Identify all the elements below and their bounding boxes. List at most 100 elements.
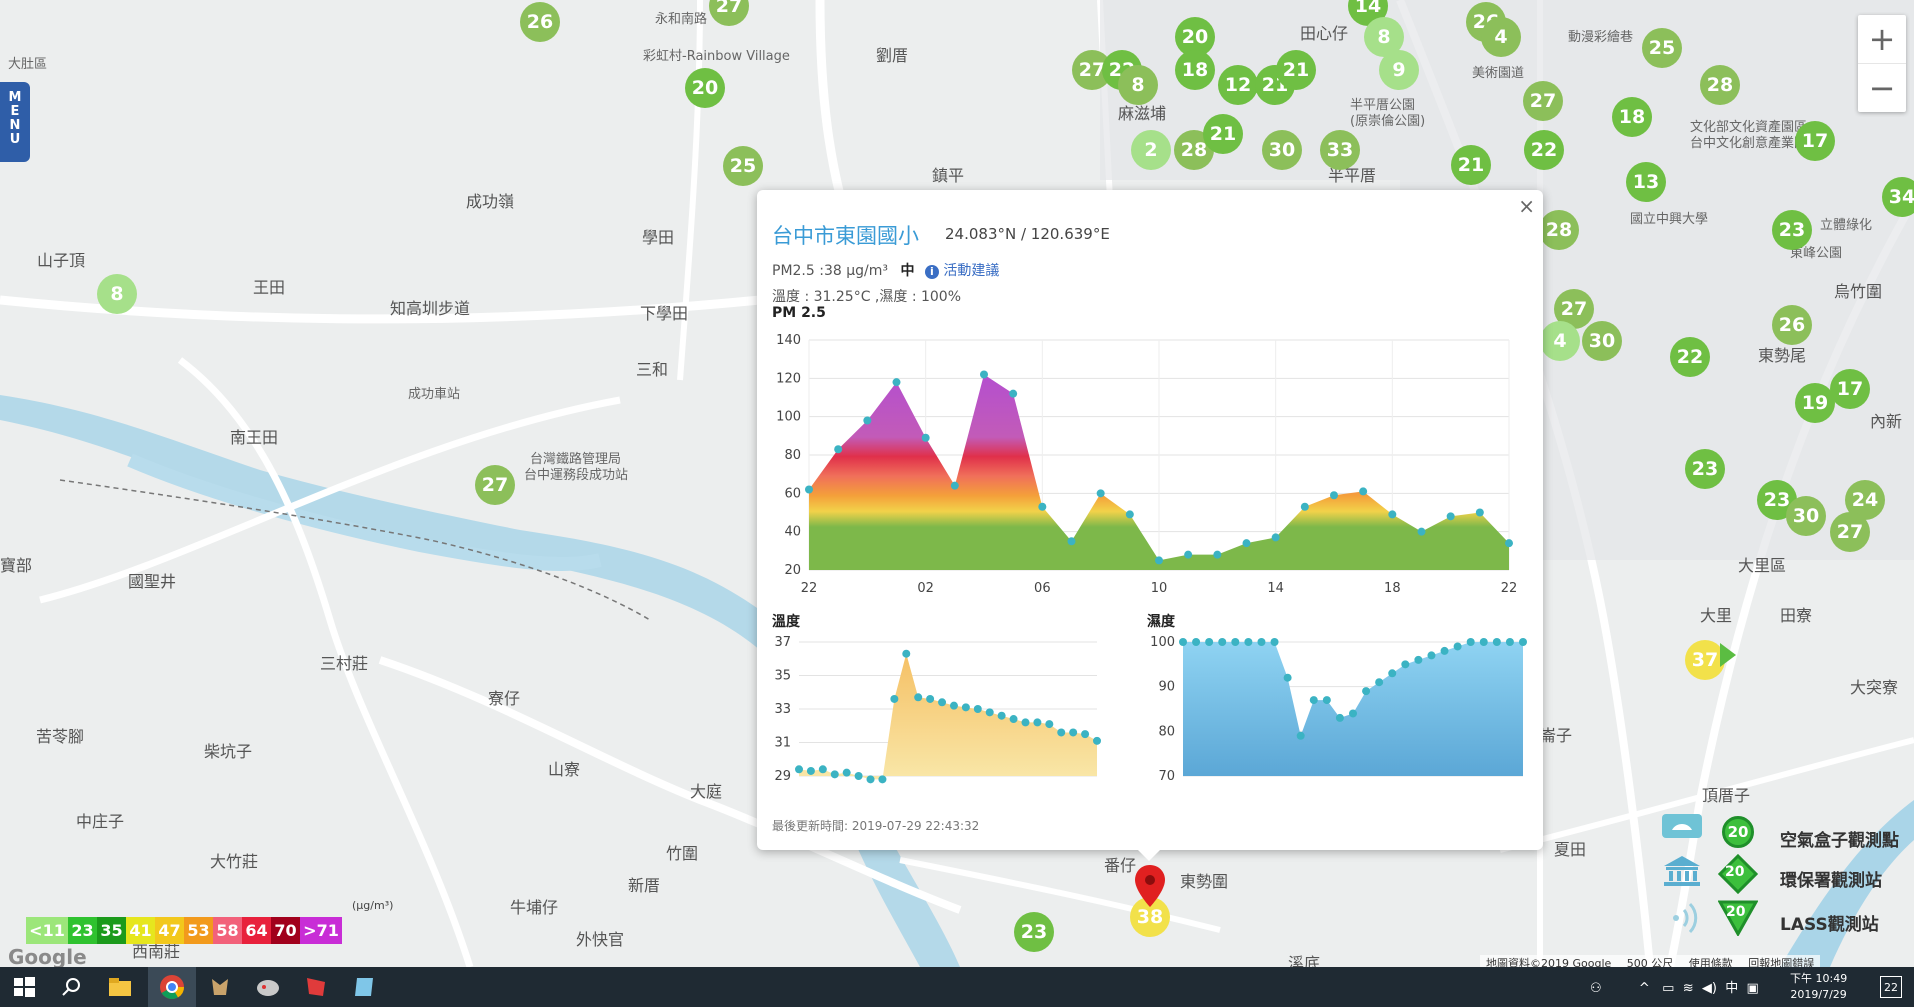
place-label: 大肚區 [8,57,48,72]
data-point [1414,655,1423,664]
station-marker[interactable]: 33 [1320,130,1360,170]
station-marker[interactable]: 30 [1786,496,1826,536]
station-marker[interactable]: 18 [1612,97,1652,137]
aqi-legend-item: 70 [271,917,300,944]
airbox-legend-label[interactable]: 空氣盒子觀測點 [1780,831,1899,851]
station-marker[interactable]: 21 [1276,50,1316,90]
station-marker[interactable]: 20 [685,68,725,108]
data-point [854,772,863,780]
station-marker[interactable]: 27 [1523,81,1563,121]
zoom-control: + − [1858,15,1906,112]
place-label: 麻滋埔 [1118,104,1167,123]
station-marker[interactable]: 30 [1262,130,1302,170]
station-marker[interactable]: 21 [1451,145,1491,185]
data-point [1021,718,1030,727]
keyboard-icon[interactable]: ▣ [1746,981,1759,996]
app-fox-icon[interactable] [206,973,234,1001]
station-marker[interactable]: 26 [1772,305,1812,345]
menu-toggle-button[interactable]: M E N U [0,82,30,162]
station-marker[interactable]: 12 [1218,65,1258,105]
chevron-up-icon[interactable]: ^ [1638,981,1650,996]
place-label: 西南莊 [132,942,181,961]
station-marker[interactable]: 34 [1882,177,1914,217]
station-marker[interactable]: 24 [1845,480,1885,520]
station-marker[interactable]: 4 [1481,17,1521,57]
data-point [806,766,815,775]
activity-advice-link[interactable]: i 活動建議 [924,263,999,279]
station-marker[interactable]: 23 [1772,210,1812,250]
place-label: 內新 [1870,412,1903,431]
station-marker[interactable]: 23 [1685,449,1725,489]
zoom-in-button[interactable]: + [1858,15,1906,64]
series-area [1183,642,1523,776]
popup-pointer [1137,849,1161,861]
report-error-link[interactable]: 回報地圖錯誤 [1748,957,1815,970]
station-marker[interactable]: 26 [520,2,560,42]
epa-legend-label[interactable]: 環保署觀測站 [1780,871,1882,891]
station-marker[interactable]: 8 [1118,65,1158,105]
airbox-icon [1662,814,1702,838]
close-popup-button[interactable]: × [1518,194,1535,218]
station-info-popup: × 台中市東園國小 24.083°N / 120.639°E PM2.5 :38… [757,190,1543,850]
station-marker[interactable]: 28 [1539,210,1579,250]
clock-time: 下午 10:49 [1790,972,1848,985]
terms-link[interactable]: 使用條款 [1688,957,1733,970]
station-marker[interactable]: 17 [1830,369,1870,409]
people-icon[interactable]: ⚇ [1590,981,1602,996]
station-marker[interactable]: 30 [1582,321,1622,361]
station-marker[interactable]: 2 [1131,130,1171,170]
station-marker[interactable]: 9 [1379,50,1419,90]
station-title[interactable]: 台中市東園國小 [772,224,919,248]
station-marker[interactable]: 13 [1626,162,1666,202]
volume-icon[interactable]: ◀) [1701,981,1717,996]
zoom-out-button[interactable]: − [1868,69,1896,107]
series-area [809,374,1509,570]
data-point [1125,510,1134,519]
place-label: 王田 [253,278,286,297]
station-marker[interactable]: 19 [1795,383,1835,423]
station-marker[interactable]: 17 [1795,121,1835,161]
data-point [1231,638,1240,646]
data-point [950,481,959,490]
station-marker[interactable]: 25 [1642,28,1682,68]
app-red-icon[interactable] [302,973,330,1001]
station-marker[interactable]: 22 [1670,337,1710,377]
data-point [938,698,947,707]
station-marker[interactable]: 4 [1540,321,1580,361]
notification-center-button[interactable]: 22 [1880,976,1902,998]
clock-date: 2019/7/29 [1790,988,1847,1001]
file-explorer-icon[interactable] [106,973,134,1001]
lass-legend-label[interactable]: LASS觀測站 [1780,915,1879,935]
place-label: 東峰公園 [1790,246,1843,261]
station-marker[interactable]: 37 [1685,640,1725,680]
station-marker[interactable]: 14 [1348,0,1388,26]
station-marker[interactable]: 27 [1830,512,1870,552]
station-marker[interactable]: 25 [723,146,763,186]
data-point [1009,715,1018,724]
search-icon[interactable] [58,973,86,1001]
windows-start-icon[interactable] [10,973,38,1001]
station-marker[interactable]: 27 [475,465,515,505]
network-icon[interactable]: ▭ [1662,981,1675,996]
ime-indicator[interactable]: 中 [1725,981,1739,996]
station-marker[interactable]: 22 [1524,130,1564,170]
station-marker[interactable]: 28 [1700,65,1740,105]
y-tick-label: 37 [774,635,791,650]
clock[interactable]: 下午 10:49 2019/7/29 [1790,971,1847,1003]
pm-summary: PM2.5 :38 μg/m³ 中 i 活動建議 [772,260,999,280]
aqi-legend-item: 47 [155,917,184,944]
place-label: 台灣鐵路管理局 [530,452,622,467]
x-tick-label: 22 [1501,581,1518,596]
station-marker[interactable]: 8 [97,274,137,314]
station-marker[interactable]: 23 [1014,912,1054,952]
data-point [1401,660,1410,669]
app-game-icon[interactable] [254,973,282,1001]
station-marker[interactable]: 21 [1203,114,1243,154]
station-marker[interactable]: 18 [1175,50,1215,90]
wifi-icon[interactable]: ≋ [1682,981,1694,996]
app-blue-icon[interactable] [350,973,378,1001]
chrome-icon[interactable] [158,973,186,1001]
place-label: 永和南路 [655,12,708,27]
data-point [830,770,839,779]
selected-location-pin-icon[interactable] [1134,864,1166,908]
